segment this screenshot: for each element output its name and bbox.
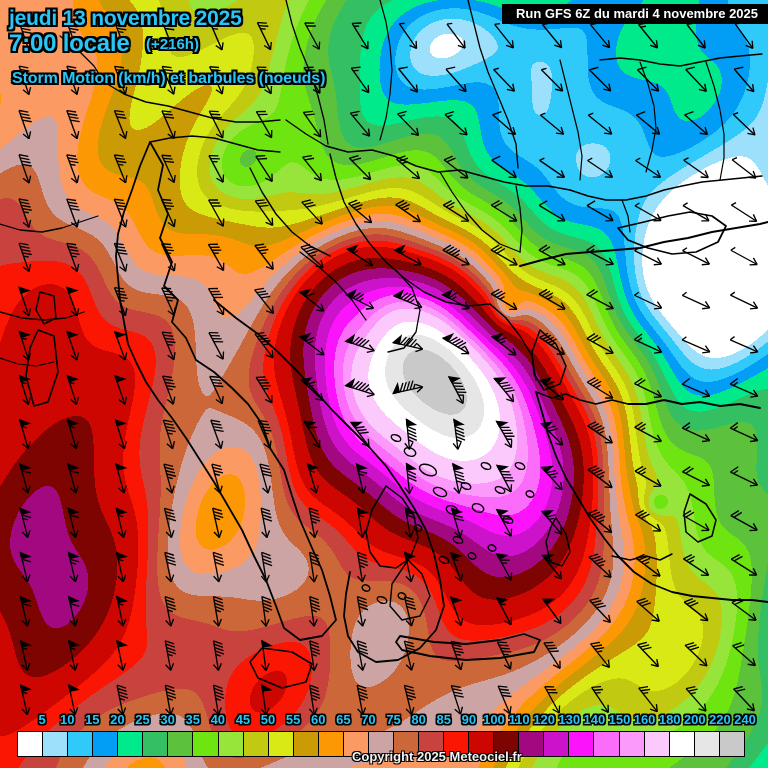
colorbar-swatch-45[interactable] bbox=[218, 732, 244, 756]
colorbar-tick-70: 70 bbox=[361, 712, 376, 727]
colorbar-swatch-15[interactable] bbox=[68, 732, 94, 756]
colorbar-tick-10: 10 bbox=[59, 712, 75, 727]
colorbar-tick-120: 120 bbox=[533, 712, 556, 727]
colorbar-tick-35: 35 bbox=[185, 712, 200, 727]
forecast-date-label: jeudi 13 novembre 2025 bbox=[9, 7, 242, 30]
colorbar-swatch-200[interactable] bbox=[669, 732, 695, 756]
colorbar-tick-15: 15 bbox=[85, 712, 100, 727]
colorbar-tick-150: 150 bbox=[608, 712, 631, 727]
colorbar-tick-85: 85 bbox=[436, 712, 451, 727]
colorbar-swatch-65[interactable] bbox=[318, 732, 344, 756]
colorbar-tick-20: 20 bbox=[110, 712, 125, 727]
colorbar-tick-240: 240 bbox=[734, 712, 756, 727]
colorbar-tick-90: 90 bbox=[461, 712, 477, 727]
colorbar-swatch-70[interactable] bbox=[343, 732, 369, 756]
colorbar-tick-100: 100 bbox=[483, 712, 505, 727]
colorbar-swatch-90[interactable] bbox=[444, 732, 470, 756]
colorbar-swatch-80[interactable] bbox=[393, 732, 419, 756]
colorbar-swatch-30[interactable] bbox=[143, 732, 169, 756]
colorbar-swatch-100[interactable] bbox=[469, 732, 495, 756]
colorbar-swatch-75[interactable] bbox=[368, 732, 394, 756]
colorbar-tick-25: 25 bbox=[135, 712, 150, 727]
colorbar-swatch-160[interactable] bbox=[619, 732, 645, 756]
colorbar-tick-60: 60 bbox=[311, 712, 326, 727]
colorbar-tick-110: 110 bbox=[508, 712, 530, 727]
colorbar-tick-55: 55 bbox=[285, 712, 301, 727]
colorbar-tick-180: 180 bbox=[658, 712, 681, 727]
colorbar-swatch-150[interactable] bbox=[594, 732, 620, 756]
colorbar-swatch-140[interactable] bbox=[569, 732, 595, 756]
colorbar-tick-40: 40 bbox=[210, 712, 226, 727]
colorbar-swatch-85[interactable] bbox=[419, 732, 445, 756]
colorbar-swatch-20[interactable] bbox=[93, 732, 119, 756]
copyright-label: Copyright 2025 Meteociel.fr bbox=[352, 749, 522, 764]
colorbar-swatch-5[interactable] bbox=[18, 732, 44, 756]
colorbar-swatch-40[interactable] bbox=[193, 732, 219, 756]
colorbar-swatch-25[interactable] bbox=[118, 732, 144, 756]
colorbar-swatch-35[interactable] bbox=[168, 732, 194, 756]
colorbar-swatch-110[interactable] bbox=[494, 732, 520, 756]
colorbar-tick-200: 200 bbox=[683, 712, 706, 727]
colorbar-tick-80: 80 bbox=[411, 712, 426, 727]
colorbar-swatch-130[interactable] bbox=[544, 732, 570, 756]
colorbar-tick-130: 130 bbox=[558, 712, 581, 727]
colorbar-tick-30: 30 bbox=[160, 712, 175, 727]
colorbar-swatch-50[interactable] bbox=[243, 732, 269, 756]
colorbar-swatch-10[interactable] bbox=[43, 732, 69, 756]
colorbar-tick-220: 220 bbox=[709, 712, 731, 727]
colorbar-tick-5: 5 bbox=[38, 712, 46, 727]
colorbar-tick-65: 65 bbox=[336, 712, 351, 727]
colorbar-swatch-60[interactable] bbox=[293, 732, 319, 756]
colorbar-swatch-240[interactable] bbox=[719, 732, 744, 756]
colorbar[interactable] bbox=[17, 731, 745, 757]
colorbar-swatch-220[interactable] bbox=[694, 732, 720, 756]
colorbar-tick-labels: 5 10 15 20 25 30 35 40 45 50 55 60 65 70 75 80 85 90 100 11… bbox=[0, 712, 768, 730]
colorbar-swatch-120[interactable] bbox=[519, 732, 545, 756]
model-run-label: Run GFS 6Z du mardi 4 novembre 2025 bbox=[501, 4, 768, 24]
colorbar-swatch-180[interactable] bbox=[644, 732, 670, 756]
colorbar-swatch-55[interactable] bbox=[268, 732, 294, 756]
colorbar-tick-50: 50 bbox=[260, 712, 276, 727]
colorbar-tick-140: 140 bbox=[583, 712, 606, 727]
colorbar-tick-75: 75 bbox=[386, 712, 401, 727]
colorbar-tick-160: 160 bbox=[633, 712, 656, 727]
colorbar-tick-45: 45 bbox=[235, 712, 251, 727]
forecast-hour-label: (+216h) bbox=[146, 36, 199, 53]
parameter-title-label: Storm Motion (km/h) et barbules (noeuds) bbox=[12, 70, 326, 87]
forecast-time-label: 7:00 locale bbox=[9, 30, 130, 57]
